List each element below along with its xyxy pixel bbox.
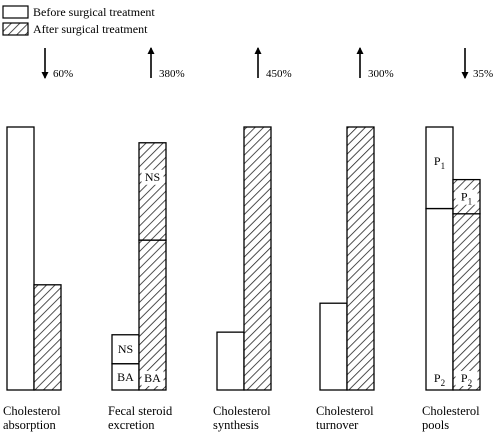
- category-label: excretion: [108, 418, 155, 432]
- category-label: Cholesterol: [422, 404, 480, 418]
- percent-change-label: 450%: [266, 68, 292, 80]
- arrow-down-head-icon: [41, 72, 49, 79]
- segment-label-subscript: 2: [441, 378, 446, 388]
- label-background: [455, 189, 478, 205]
- legend-label-after: After surgical treatment: [33, 22, 148, 36]
- arrow-down-head-icon: [461, 72, 469, 79]
- segment-label-text: P: [434, 154, 441, 168]
- arrow-up-head-icon: [147, 47, 155, 54]
- bar-segment-after: [138, 142, 167, 241]
- bar-segment-label: P2: [434, 371, 445, 388]
- category-label: Cholesterol: [3, 404, 61, 418]
- bar-segment-label: BA: [117, 370, 134, 384]
- bar-segment-after: [138, 239, 167, 391]
- category-label: absorption: [3, 418, 57, 432]
- percent-change-label: 60%: [53, 68, 73, 80]
- bar-segment-before: [319, 302, 348, 391]
- bar-segment-before: [425, 126, 454, 210]
- bar-segment-before: [6, 126, 35, 391]
- bar-segment-label: NS: [145, 170, 160, 184]
- bar-segment-after: [243, 126, 272, 391]
- bar-segment-after: [452, 213, 481, 391]
- label-background: [455, 371, 478, 386]
- bar-segment-before: [111, 334, 140, 365]
- label-background: [141, 371, 164, 386]
- label-background: [141, 169, 164, 185]
- category-label: turnover: [316, 418, 359, 432]
- category-label: Fecal steroid: [108, 404, 173, 418]
- segment-label-text: P: [434, 371, 441, 385]
- segment-label-text: P: [461, 190, 468, 204]
- segment-label-text: NS: [145, 170, 160, 184]
- bar-segment-before: [425, 207, 454, 391]
- bar-groups: 60%CholesterolabsorptionBANSBANS380%Feca…: [3, 47, 493, 432]
- segment-label-text: BA: [144, 371, 161, 385]
- category-label: pools: [422, 418, 449, 432]
- segment-label-text: NS: [118, 342, 133, 356]
- segment-label-subscript: 1: [441, 161, 446, 171]
- percent-change-label: 35%: [473, 68, 493, 80]
- bar-segment-before: [216, 331, 245, 391]
- legend-swatch-before: [2, 5, 29, 19]
- arrow-up-head-icon: [356, 47, 364, 54]
- percent-change-label: 300%: [368, 68, 394, 80]
- segment-label-subscript: 2: [468, 378, 473, 388]
- percent-change-label: 380%: [159, 68, 185, 80]
- bar-segment-label: BA: [144, 371, 161, 385]
- segment-label-text: P: [461, 371, 468, 385]
- category-label: synthesis: [213, 418, 259, 432]
- arrow-up-head-icon: [254, 47, 262, 54]
- bar-segment-after: [346, 126, 375, 391]
- segment-label-subscript: 1: [468, 197, 473, 207]
- bar-segment-label: P2: [461, 371, 472, 388]
- segment-label-text: BA: [117, 370, 134, 384]
- bar-segment-after: [33, 284, 62, 391]
- category-label: Cholesterol: [213, 404, 271, 418]
- bar-segment-label: NS: [118, 342, 133, 356]
- category-label: Cholesterol: [316, 404, 374, 418]
- bar-segment-label: P1: [461, 190, 472, 207]
- legend-swatch-after: [2, 22, 29, 36]
- bar-segment-label: P1: [434, 154, 445, 171]
- chart-legend: Before surgical treatment After surgical…: [2, 5, 155, 36]
- legend-label-before: Before surgical treatment: [33, 5, 155, 19]
